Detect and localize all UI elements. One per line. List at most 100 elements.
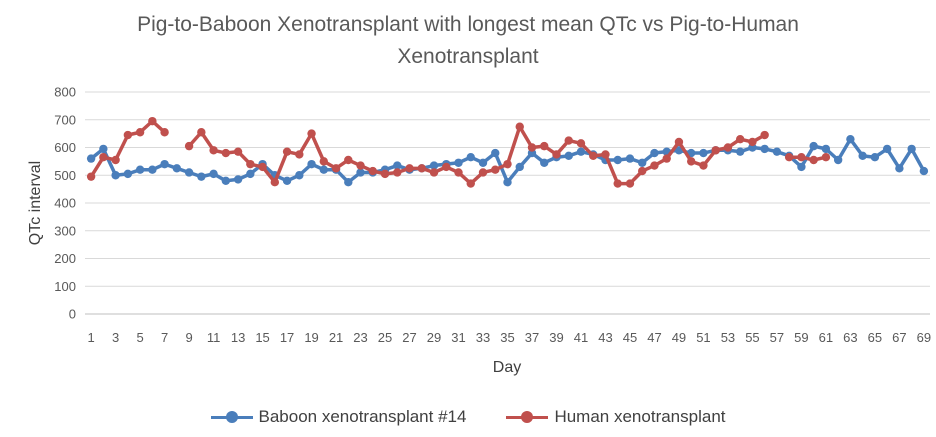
data-point[interactable] bbox=[466, 179, 475, 188]
data-point[interactable] bbox=[86, 154, 96, 163]
data-point[interactable] bbox=[319, 157, 329, 166]
data-point[interactable] bbox=[552, 150, 561, 159]
data-point[interactable] bbox=[907, 144, 916, 154]
data-point[interactable] bbox=[527, 143, 537, 152]
data-point[interactable] bbox=[454, 168, 463, 177]
data-point[interactable] bbox=[221, 148, 231, 158]
data-point[interactable] bbox=[650, 148, 659, 158]
data-point[interactable] bbox=[99, 144, 108, 154]
data-point[interactable] bbox=[491, 165, 500, 174]
data-point[interactable] bbox=[148, 116, 157, 126]
data-point[interactable] bbox=[344, 177, 353, 187]
data-point[interactable] bbox=[123, 169, 133, 179]
data-point[interactable] bbox=[919, 166, 929, 176]
data-point[interactable] bbox=[797, 153, 806, 162]
data-point[interactable] bbox=[809, 141, 818, 151]
data-point[interactable] bbox=[86, 172, 96, 181]
data-point[interactable] bbox=[258, 162, 267, 172]
data-point[interactable] bbox=[197, 172, 206, 181]
data-point[interactable] bbox=[393, 168, 402, 177]
data-point[interactable] bbox=[895, 164, 904, 173]
data-point[interactable] bbox=[246, 169, 255, 179]
data-point[interactable] bbox=[478, 158, 488, 167]
data-point[interactable] bbox=[674, 137, 684, 147]
data-point[interactable] bbox=[809, 155, 818, 165]
data-point[interactable] bbox=[221, 176, 231, 185]
data-point[interactable] bbox=[282, 176, 292, 185]
data-point[interactable] bbox=[380, 169, 390, 179]
data-point[interactable] bbox=[638, 158, 647, 167]
data-point[interactable] bbox=[515, 122, 524, 131]
data-point[interactable] bbox=[491, 148, 500, 158]
data-point[interactable] bbox=[760, 130, 769, 140]
data-point[interactable] bbox=[295, 171, 304, 180]
data-point[interactable] bbox=[111, 171, 120, 180]
data-point[interactable] bbox=[540, 158, 549, 167]
data-point[interactable] bbox=[503, 177, 512, 187]
data-point[interactable] bbox=[209, 146, 218, 155]
data-point[interactable] bbox=[466, 153, 475, 162]
data-point[interactable] bbox=[699, 148, 708, 158]
data-point[interactable] bbox=[735, 147, 745, 156]
data-point[interactable] bbox=[160, 128, 169, 137]
data-point[interactable] bbox=[246, 159, 255, 169]
data-point[interactable] bbox=[356, 161, 365, 170]
data-point[interactable] bbox=[233, 147, 243, 156]
data-point[interactable] bbox=[723, 143, 733, 152]
data-point[interactable] bbox=[295, 150, 304, 159]
data-point[interactable] bbox=[515, 162, 524, 172]
data-point[interactable] bbox=[564, 151, 573, 161]
data-point[interactable] bbox=[613, 179, 622, 188]
data-point[interactable] bbox=[356, 168, 365, 177]
data-point[interactable] bbox=[625, 179, 635, 188]
data-point[interactable] bbox=[564, 136, 573, 145]
data-point[interactable] bbox=[184, 141, 194, 151]
data-point[interactable] bbox=[148, 165, 157, 174]
data-point[interactable] bbox=[858, 151, 867, 161]
data-point[interactable] bbox=[319, 165, 329, 174]
data-point[interactable] bbox=[442, 162, 451, 172]
data-point[interactable] bbox=[638, 166, 647, 176]
data-point[interactable] bbox=[160, 159, 169, 169]
data-point[interactable] bbox=[282, 147, 292, 156]
data-point[interactable] bbox=[172, 164, 182, 173]
data-point[interactable] bbox=[735, 134, 745, 144]
data-point[interactable] bbox=[686, 157, 696, 166]
data-point[interactable] bbox=[613, 155, 622, 165]
data-point[interactable] bbox=[111, 155, 120, 165]
data-point[interactable] bbox=[601, 150, 610, 159]
data-point[interactable] bbox=[123, 130, 133, 140]
data-point[interactable] bbox=[870, 153, 880, 162]
data-point[interactable] bbox=[772, 147, 782, 156]
data-point[interactable] bbox=[135, 165, 145, 174]
data-point[interactable] bbox=[368, 166, 377, 176]
data-point[interactable] bbox=[797, 162, 806, 172]
data-point[interactable] bbox=[662, 154, 671, 163]
data-point[interactable] bbox=[625, 154, 635, 163]
legend-item-baboon[interactable]: Baboon xenotransplant #14 bbox=[210, 407, 466, 427]
data-point[interactable] bbox=[135, 128, 145, 137]
data-point[interactable] bbox=[233, 175, 243, 184]
data-point[interactable] bbox=[699, 161, 708, 170]
data-point[interactable] bbox=[393, 161, 402, 170]
data-point[interactable] bbox=[429, 168, 439, 177]
data-point[interactable] bbox=[576, 139, 586, 148]
data-point[interactable] bbox=[454, 158, 463, 167]
legend-item-human[interactable]: Human xenotransplant bbox=[506, 407, 726, 427]
data-point[interactable] bbox=[711, 146, 720, 155]
data-point[interactable] bbox=[307, 129, 316, 138]
data-point[interactable] bbox=[821, 144, 831, 154]
data-point[interactable] bbox=[429, 161, 439, 170]
data-point[interactable] bbox=[417, 164, 426, 173]
data-point[interactable] bbox=[846, 134, 855, 144]
data-point[interactable] bbox=[197, 128, 206, 137]
data-point[interactable] bbox=[209, 169, 218, 179]
data-point[interactable] bbox=[882, 144, 892, 154]
data-point[interactable] bbox=[821, 153, 831, 162]
data-point[interactable] bbox=[650, 161, 659, 170]
data-point[interactable] bbox=[833, 155, 843, 165]
data-point[interactable] bbox=[503, 159, 512, 169]
data-point[interactable] bbox=[405, 164, 414, 173]
data-point[interactable] bbox=[270, 177, 280, 187]
data-point[interactable] bbox=[784, 153, 794, 162]
